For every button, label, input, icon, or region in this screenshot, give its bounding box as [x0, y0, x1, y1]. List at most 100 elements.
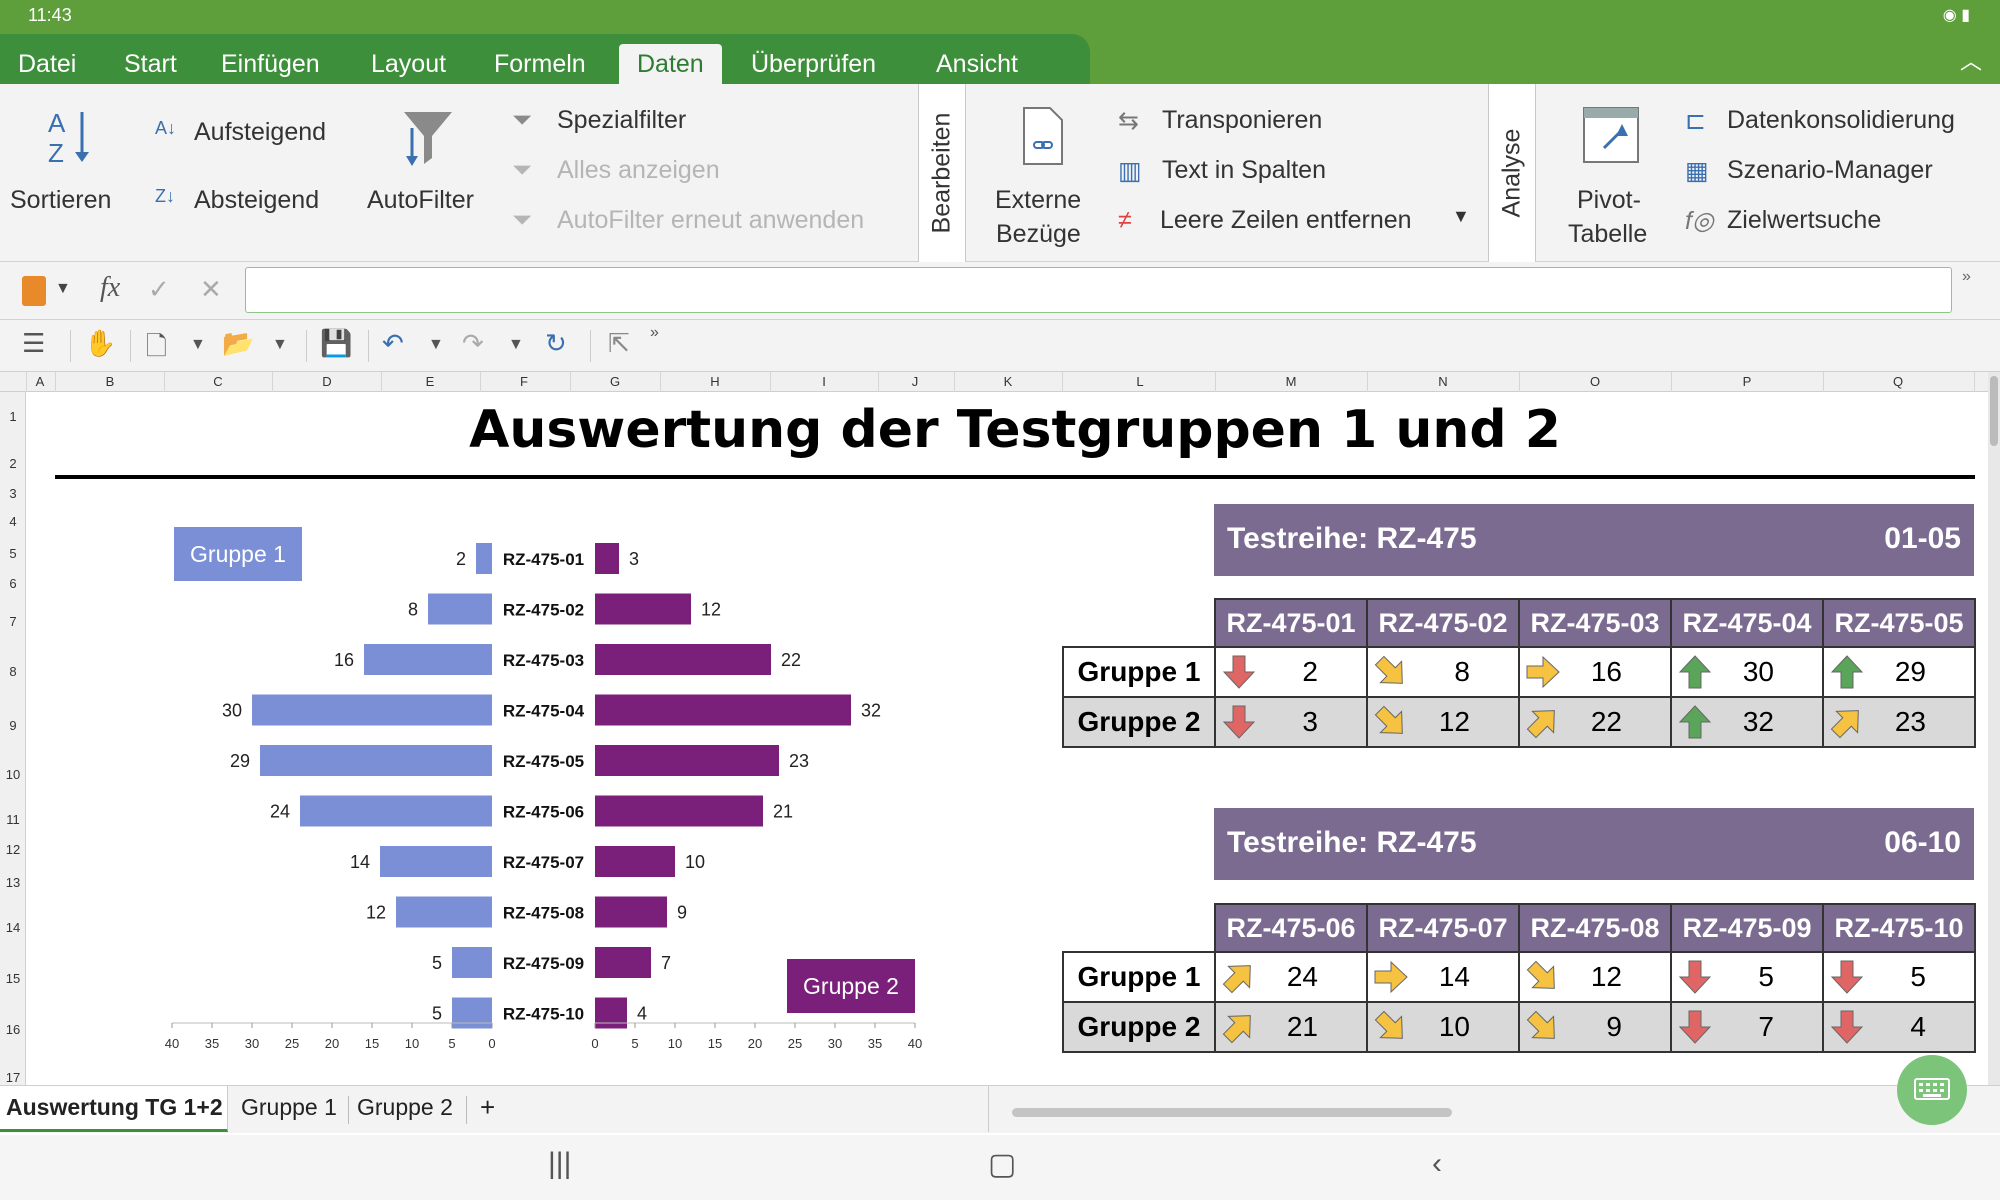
remove-empty-rows-button[interactable]: Leere Zeilen entfernen	[1160, 206, 1412, 234]
value-cell[interactable]: 29	[1822, 646, 1976, 698]
reapply-filter-button[interactable]: AutoFilter erneut anwenden	[557, 206, 865, 234]
tab-ueberpruefen[interactable]: Überprüfen	[751, 50, 877, 78]
special-filter-button[interactable]: Spezialfilter	[557, 106, 687, 134]
back-icon[interactable]: ‹	[1432, 1147, 1442, 1180]
row-header[interactable]: 10	[5, 767, 21, 782]
tab-datei[interactable]: Datei	[18, 50, 77, 78]
col-header[interactable]: L	[1136, 374, 1144, 389]
col-header[interactable]: D	[322, 374, 332, 389]
value-cell[interactable]: 21	[1214, 1001, 1368, 1053]
row-header[interactable]: 9	[9, 718, 17, 733]
tab-einfuegen[interactable]: Einfügen	[221, 50, 320, 78]
goal-seek-button[interactable]: Zielwertsuche	[1727, 206, 1882, 234]
open-dropdown-icon[interactable]: ▼	[272, 336, 288, 353]
col-header[interactable]: N	[1438, 374, 1448, 389]
save-icon[interactable]: 💾	[320, 328, 353, 358]
value-cell[interactable]: 2	[1214, 646, 1368, 698]
col-header[interactable]: O	[1589, 374, 1601, 389]
value-cell[interactable]: 12	[1366, 696, 1520, 748]
cell-style-icon[interactable]	[22, 276, 46, 306]
undo-dropdown-icon[interactable]: ▼	[428, 336, 444, 353]
value-cell[interactable]: 8	[1366, 646, 1520, 698]
row-label[interactable]: Gruppe 2	[1062, 1001, 1216, 1053]
col-header[interactable]: K	[1003, 374, 1013, 389]
row-header[interactable]: 1	[9, 409, 17, 424]
open-folder-icon[interactable]: 📂	[222, 328, 255, 358]
confirm-icon[interactable]: ✓	[148, 274, 170, 304]
col-header[interactable]: A	[35, 374, 45, 389]
undo-icon[interactable]: ↶	[382, 328, 404, 358]
select-cursor-icon[interactable]: ⇱	[608, 328, 630, 358]
row-header[interactable]: 8	[9, 664, 17, 679]
row-header[interactable]: 7	[9, 614, 17, 629]
col-header[interactable]: P	[1742, 374, 1752, 389]
more-icon[interactable]: »	[1962, 268, 1971, 285]
home-icon[interactable]: ▢	[988, 1148, 1017, 1181]
col-header[interactable]: E	[425, 374, 435, 389]
show-all-button[interactable]: Alles anzeigen	[557, 156, 720, 184]
row-header[interactable]: 11	[6, 812, 20, 827]
row-header[interactable]: 13	[5, 875, 21, 890]
new-dropdown-icon[interactable]: ▼	[190, 336, 206, 353]
horizontal-scrollbar[interactable]	[1012, 1108, 1452, 1117]
tab-start[interactable]: Start	[124, 50, 177, 78]
cell-style-dropdown-icon[interactable]: ▼	[55, 280, 71, 297]
value-cell[interactable]: 12	[1518, 951, 1672, 1003]
sheet-tab-auswertung[interactable]: Auswertung TG 1+2	[6, 1094, 223, 1120]
redo-icon[interactable]: ↷	[462, 328, 484, 358]
col-header[interactable]: Q	[1892, 374, 1904, 389]
value-cell[interactable]: 22	[1518, 696, 1672, 748]
row-header[interactable]: 2	[9, 456, 17, 471]
tab-layout[interactable]: Layout	[371, 50, 447, 78]
function-icon[interactable]: fx	[100, 272, 121, 303]
vertical-scrollbar[interactable]	[1988, 372, 2000, 1132]
row-label[interactable]: Gruppe 1	[1062, 646, 1216, 698]
text-to-columns-button[interactable]: Text in Spalten	[1162, 156, 1326, 184]
more-tools-icon[interactable]: »	[650, 324, 659, 341]
formula-input[interactable]	[245, 267, 1952, 313]
row-label[interactable]: Gruppe 2	[1062, 696, 1216, 748]
analysis-group-tab[interactable]: Analyse	[1488, 84, 1536, 262]
value-cell[interactable]: 5	[1670, 951, 1824, 1003]
value-cell[interactable]: 32	[1670, 696, 1824, 748]
sort-ascending-button[interactable]: Aufsteigend	[194, 118, 327, 146]
row-header[interactable]: 17	[5, 1070, 21, 1085]
menu-icon[interactable]: ☰	[22, 328, 46, 358]
redo-dropdown-icon[interactable]: ▼	[508, 336, 524, 353]
sheet-tab-gruppe-1[interactable]: Gruppe 1	[241, 1094, 337, 1120]
row-header[interactable]: 5	[9, 546, 17, 561]
hand-icon[interactable]: ✋	[84, 328, 117, 358]
value-cell[interactable]: 9	[1518, 1001, 1672, 1053]
edit-group-tab[interactable]: Bearbeiten	[918, 84, 966, 262]
col-header[interactable]: H	[710, 374, 720, 389]
col-header[interactable]: J	[911, 374, 919, 389]
pivot-table-button[interactable]: Pivot-	[1577, 186, 1641, 214]
collapse-ribbon-icon[interactable]: ︿	[1959, 49, 1982, 74]
add-sheet-button[interactable]: +	[480, 1092, 496, 1122]
value-cell[interactable]: 5	[1822, 951, 1976, 1003]
value-cell[interactable]: 3	[1214, 696, 1368, 748]
value-cell[interactable]: 16	[1518, 646, 1672, 698]
row-header[interactable]: 16	[5, 1022, 21, 1037]
external-refs-button[interactable]: Externe	[995, 186, 1082, 214]
row-header[interactable]: 6	[9, 576, 17, 591]
value-cell[interactable]: 23	[1822, 696, 1976, 748]
sort-button[interactable]: Sortieren	[10, 186, 112, 214]
value-cell[interactable]: 4	[1822, 1001, 1976, 1053]
remove-empty-dropdown-icon[interactable]: ▼	[1452, 206, 1470, 226]
col-header[interactable]: C	[213, 374, 223, 389]
keyboard-icon[interactable]	[1897, 1055, 1967, 1125]
value-cell[interactable]: 24	[1214, 951, 1368, 1003]
row-header[interactable]: 15	[5, 971, 21, 986]
col-header[interactable]: G	[609, 374, 621, 389]
scenario-manager-button[interactable]: Szenario-Manager	[1727, 156, 1933, 184]
value-cell[interactable]: 14	[1366, 951, 1520, 1003]
tab-formeln[interactable]: Formeln	[494, 50, 586, 78]
autofilter-button[interactable]: AutoFilter	[367, 186, 474, 214]
value-cell[interactable]: 10	[1366, 1001, 1520, 1053]
new-document-icon[interactable]: 🗋	[146, 331, 167, 361]
row-header[interactable]: 12	[5, 842, 21, 857]
refresh-icon[interactable]: ↻	[545, 328, 567, 358]
cancel-icon[interactable]: ✕	[200, 274, 222, 304]
tab-daten[interactable]: Daten	[619, 44, 722, 84]
